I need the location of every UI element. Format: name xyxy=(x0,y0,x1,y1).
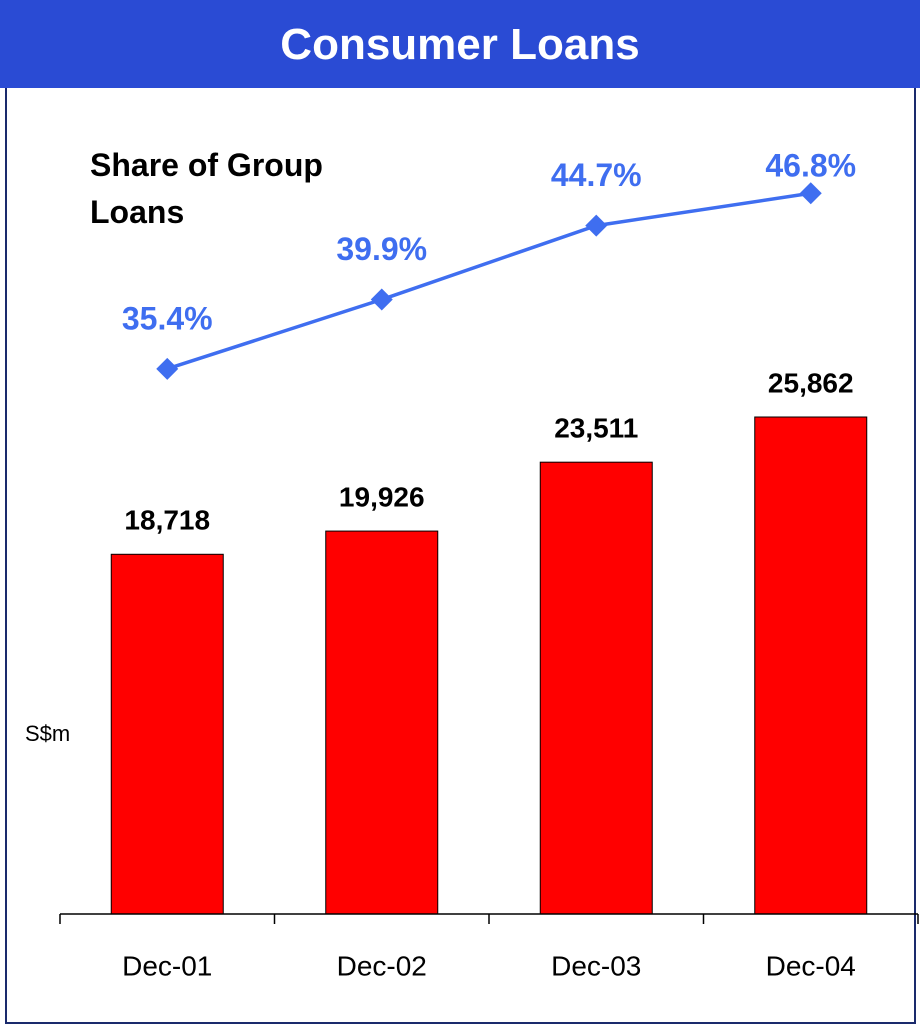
share-marker xyxy=(370,288,393,311)
share-value-label: 44.7% xyxy=(551,157,642,193)
x-tick-label: Dec-03 xyxy=(551,950,641,981)
bar-value-label: 23,511 xyxy=(554,413,638,444)
share-value-label: 46.8% xyxy=(765,147,856,183)
bar-value-label: 25,862 xyxy=(768,367,854,398)
bar-value-label: 18,718 xyxy=(124,505,210,536)
bar xyxy=(325,530,439,915)
x-tick-label: Dec-01 xyxy=(122,950,212,981)
share-marker xyxy=(156,357,179,380)
x-tick-label: Dec-04 xyxy=(766,950,856,981)
share-value-label: 39.9% xyxy=(336,231,427,267)
frame xyxy=(5,88,916,1024)
y-axis-label: S$m xyxy=(25,721,70,746)
bar xyxy=(110,553,224,915)
share-value-label: 35.4% xyxy=(122,300,213,336)
chart-title: Consumer Loans xyxy=(0,0,920,88)
line-legend: Share of Group Loans xyxy=(90,147,323,230)
share-marker xyxy=(585,214,608,237)
bar xyxy=(754,416,868,915)
share-marker xyxy=(799,182,822,205)
x-tick-label: Dec-02 xyxy=(337,950,427,981)
share-line xyxy=(166,191,812,371)
bar-value-label: 19,926 xyxy=(339,481,425,512)
bar xyxy=(539,461,653,915)
